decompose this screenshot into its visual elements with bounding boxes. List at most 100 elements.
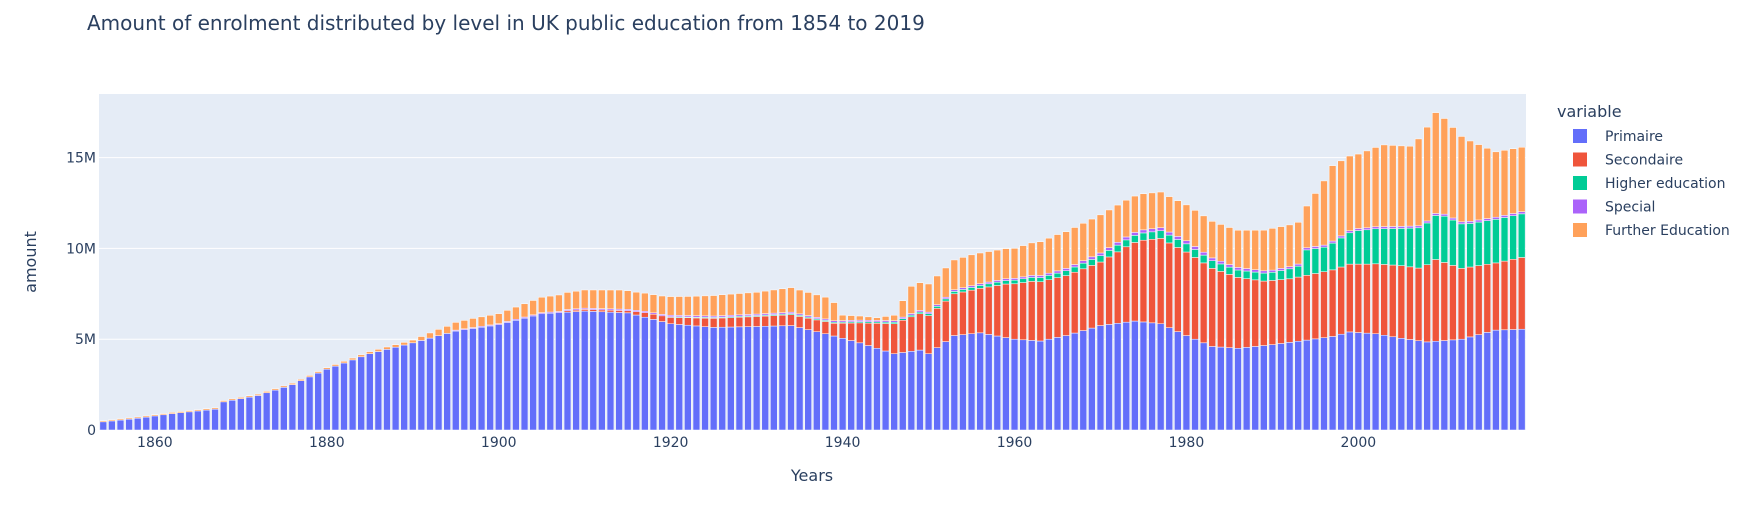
- bar-segment: [787, 314, 795, 326]
- bar-segment: [1010, 278, 1019, 281]
- bar-segment: [615, 289, 623, 310]
- x-axis-ticks: 1860 1880 1900 1920 1940 1960 1980 2000: [137, 435, 1376, 451]
- bar-segment: [752, 292, 761, 315]
- bar-segment: [1414, 267, 1423, 341]
- bar-segment: [1500, 329, 1509, 431]
- bar-segment: [1002, 283, 1010, 338]
- bar-segment: [933, 347, 941, 431]
- bar-segment: [486, 315, 494, 326]
- bar-segment: [1105, 209, 1113, 248]
- bar-segment: [838, 338, 847, 431]
- bar-segment: [589, 311, 597, 431]
- bar-segment: [1363, 227, 1371, 231]
- bar-segment: [1096, 252, 1105, 256]
- bar-segment: [1440, 118, 1449, 215]
- bar-segment: [1208, 257, 1216, 261]
- bar-segment: [1294, 263, 1302, 267]
- bar-segment: [280, 385, 288, 388]
- bar-segment: [1509, 215, 1517, 260]
- bar-segment: [752, 316, 761, 327]
- bar-segment: [1165, 242, 1173, 328]
- bar-segment: [305, 376, 314, 431]
- bar-segment: [942, 300, 950, 342]
- bar-segment: [598, 309, 606, 313]
- bar-segment: [1036, 281, 1044, 342]
- bar-segment: [838, 314, 847, 321]
- bar-segment: [409, 339, 417, 344]
- legend-item[interactable]: Higher education: [1573, 176, 1725, 192]
- bar-segment: [1071, 332, 1079, 431]
- bar-segment: [1371, 263, 1380, 334]
- bar-segment: [1380, 144, 1388, 227]
- bar-segment: [959, 291, 967, 335]
- legend-item[interactable]: Secondaire: [1573, 152, 1683, 169]
- bar-segment: [993, 280, 1002, 283]
- bar-segment: [391, 344, 400, 348]
- bar-segment: [1251, 346, 1259, 431]
- bar-segment: [1071, 271, 1079, 334]
- bar-segment: [856, 322, 864, 344]
- bar-segment: [1028, 242, 1036, 276]
- bar-segment: [1328, 242, 1337, 271]
- bar-segment: [967, 333, 976, 431]
- bar-segment: [1354, 153, 1363, 229]
- bar-segment: [1234, 229, 1242, 268]
- bar-segment: [340, 361, 348, 364]
- bar-segment: [1053, 270, 1062, 274]
- legend-item[interactable]: Further Education: [1573, 223, 1730, 239]
- bar-segment: [340, 362, 348, 431]
- bar-segment: [1518, 213, 1526, 258]
- bar-segment: [1028, 277, 1036, 282]
- bar-segment: [1389, 228, 1397, 266]
- bar-segment: [1139, 239, 1148, 323]
- bar-segment: [1509, 213, 1517, 216]
- bar-segment: [168, 413, 176, 431]
- bar-segment: [873, 323, 881, 349]
- bar-segment: [1475, 334, 1483, 431]
- bar-segment: [1311, 273, 1320, 340]
- bar-segment: [1432, 213, 1440, 216]
- bar-segment: [813, 294, 821, 318]
- bar-segment: [752, 326, 761, 431]
- bar-segment: [1088, 327, 1096, 431]
- bar-segment: [108, 419, 116, 422]
- bar-segment: [116, 419, 125, 431]
- bar-segment: [795, 316, 804, 328]
- legend-item[interactable]: Special: [1573, 199, 1655, 216]
- bar-segment: [1225, 274, 1234, 348]
- bar-segment: [1010, 338, 1019, 431]
- bar-segment: [288, 382, 297, 385]
- bar-segment: [297, 379, 305, 381]
- x-tick-label: 1920: [653, 435, 689, 451]
- bar-segment: [1199, 215, 1208, 253]
- bar-segment: [460, 320, 469, 330]
- bar-segment: [1440, 213, 1449, 217]
- bar-segment: [821, 296, 830, 320]
- bar-segment: [761, 315, 769, 327]
- bar-segment: [727, 326, 735, 431]
- bar-segment: [185, 411, 193, 431]
- bar-segment: [959, 257, 967, 288]
- bar-segment: [391, 346, 400, 431]
- legend-item[interactable]: Primaire: [1573, 129, 1663, 145]
- bar-segment: [383, 346, 391, 350]
- bar-segment: [1122, 246, 1130, 323]
- bar-segment: [1509, 329, 1517, 431]
- bar-segment: [1449, 219, 1457, 266]
- legend[interactable]: variable Primaire Secondaire Higher educat…: [1557, 102, 1730, 239]
- bar-segment: [864, 316, 873, 321]
- bar-segment: [1466, 140, 1474, 222]
- bar-segment: [1165, 231, 1173, 236]
- bar-segment: [1320, 246, 1328, 272]
- bar-segment: [1457, 268, 1466, 340]
- bar-segment: [1303, 205, 1311, 249]
- bar-segment: [1208, 221, 1216, 259]
- x-tick-label: 1940: [825, 435, 861, 451]
- bar-segment: [1311, 248, 1320, 274]
- bar-segment: [916, 311, 924, 315]
- bar-segment: [1191, 338, 1199, 431]
- bar-segment: [916, 349, 924, 431]
- bar-segment: [1320, 271, 1328, 338]
- bar-segment: [1019, 278, 1027, 283]
- bar-segment: [1380, 228, 1388, 265]
